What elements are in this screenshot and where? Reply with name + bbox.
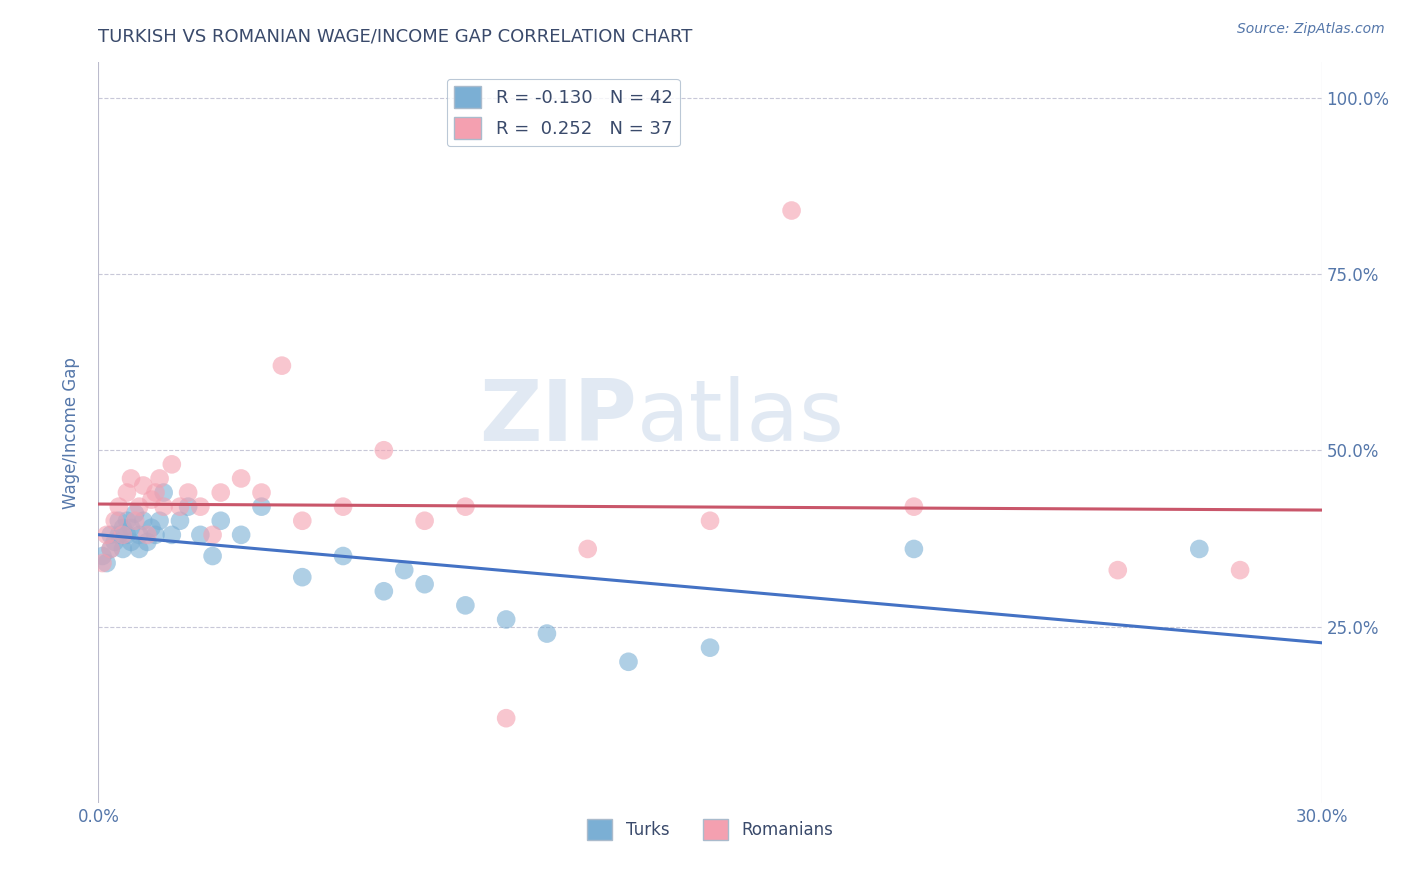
Point — [111, 528, 134, 542]
Point — [903, 500, 925, 514]
Point — [780, 203, 803, 218]
Point — [128, 500, 150, 514]
Point — [373, 584, 395, 599]
Point — [699, 640, 721, 655]
Point — [100, 541, 122, 556]
Point — [100, 528, 122, 542]
Point — [91, 549, 114, 563]
Point — [120, 535, 142, 549]
Point — [128, 541, 150, 556]
Point — [132, 478, 155, 492]
Point — [145, 485, 167, 500]
Point — [145, 528, 167, 542]
Point — [115, 485, 138, 500]
Point — [136, 528, 159, 542]
Point — [100, 541, 122, 556]
Point — [111, 521, 134, 535]
Point — [115, 514, 138, 528]
Y-axis label: Wage/Income Gap: Wage/Income Gap — [62, 357, 80, 508]
Text: Source: ZipAtlas.com: Source: ZipAtlas.com — [1237, 22, 1385, 37]
Point — [209, 514, 232, 528]
Point — [699, 514, 721, 528]
Point — [903, 541, 925, 556]
Point — [291, 570, 314, 584]
Point — [250, 500, 273, 514]
Point — [188, 500, 212, 514]
Point — [209, 485, 232, 500]
Point — [104, 535, 127, 549]
Point — [332, 549, 354, 563]
Point — [392, 563, 416, 577]
Point — [495, 711, 517, 725]
Point — [1229, 563, 1251, 577]
Point — [108, 514, 131, 528]
Point — [177, 500, 200, 514]
Point — [617, 655, 640, 669]
Point — [120, 521, 142, 535]
Point — [141, 492, 163, 507]
Point — [231, 528, 253, 542]
Point — [160, 528, 183, 542]
Point — [332, 500, 354, 514]
Point — [128, 528, 150, 542]
Point — [188, 528, 212, 542]
Point — [1107, 563, 1129, 577]
Point — [160, 458, 183, 472]
Point — [115, 528, 138, 542]
Text: TURKISH VS ROMANIAN WAGE/INCOME GAP CORRELATION CHART: TURKISH VS ROMANIAN WAGE/INCOME GAP CORR… — [98, 28, 693, 45]
Point — [108, 500, 131, 514]
Point — [149, 514, 172, 528]
Point — [576, 541, 599, 556]
Point — [536, 626, 558, 640]
Text: atlas: atlas — [637, 376, 845, 459]
Point — [270, 359, 294, 373]
Point — [96, 556, 118, 570]
Point — [201, 549, 224, 563]
Point — [111, 541, 134, 556]
Point — [291, 514, 314, 528]
Point — [495, 612, 517, 626]
Point — [91, 556, 114, 570]
Legend: Turks, Romanians: Turks, Romanians — [581, 813, 839, 847]
Text: ZIP: ZIP — [479, 376, 637, 459]
Point — [413, 514, 436, 528]
Point — [177, 485, 200, 500]
Point — [96, 528, 118, 542]
Point — [250, 485, 273, 500]
Point — [136, 535, 159, 549]
Point — [104, 514, 127, 528]
Point — [373, 443, 395, 458]
Point — [108, 528, 131, 542]
Point — [413, 577, 436, 591]
Point — [132, 514, 155, 528]
Point — [149, 471, 172, 485]
Point — [231, 471, 253, 485]
Point — [169, 500, 191, 514]
Point — [454, 500, 477, 514]
Point — [201, 528, 224, 542]
Point — [152, 485, 174, 500]
Point — [124, 514, 146, 528]
Point — [152, 500, 174, 514]
Point — [454, 599, 477, 613]
Point — [141, 521, 163, 535]
Point — [124, 507, 146, 521]
Point — [169, 514, 191, 528]
Point — [120, 471, 142, 485]
Point — [1188, 541, 1211, 556]
